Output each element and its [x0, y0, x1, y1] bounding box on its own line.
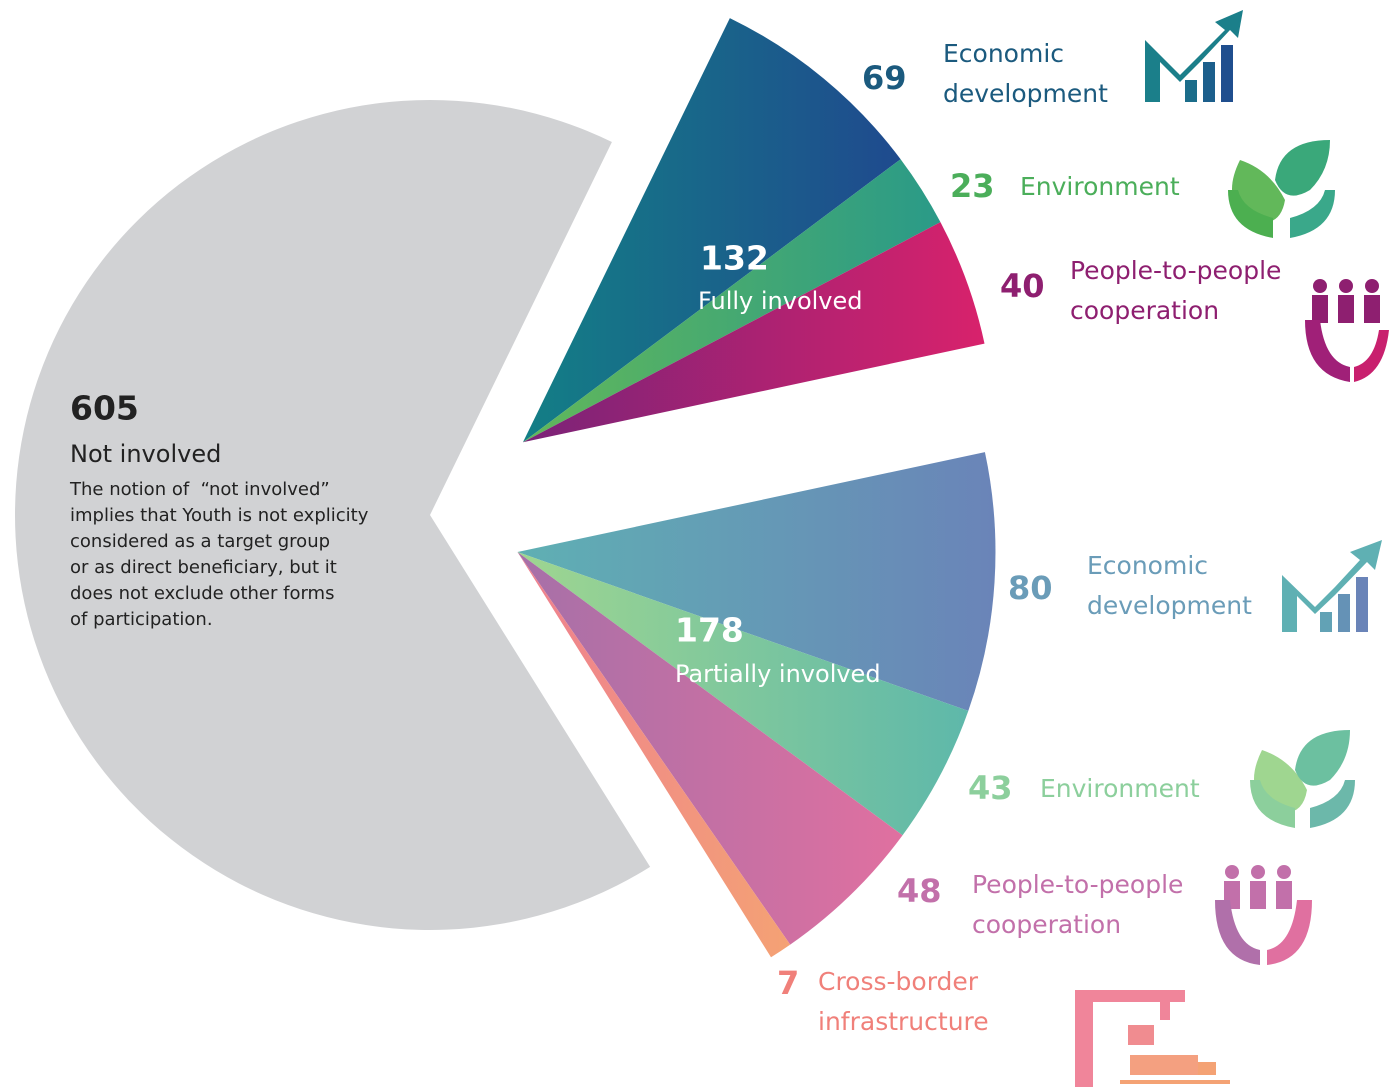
segment-label: People-to-people [972, 870, 1183, 899]
slice-note: considered as a target group [70, 531, 330, 552]
segment-value: 7 [777, 964, 799, 1002]
environment-icon [1228, 140, 1335, 238]
slice-note: or as direct beneficiary, but it [70, 557, 337, 578]
pie [15, 18, 996, 958]
labels: 69 Economic development 23 Environment 40 Peop… [69, 39, 1281, 1036]
segment-value: 43 [968, 769, 1013, 807]
segment-label: cooperation [972, 910, 1121, 939]
economic-icon-2 [1282, 540, 1382, 632]
environment-icon-2 [1250, 730, 1355, 828]
segment-label: Economic [1087, 551, 1208, 580]
segment-label: development [1087, 591, 1252, 620]
segment-label: Economic [943, 39, 1064, 68]
pie-segment [522, 18, 901, 443]
segment-value: 48 [897, 872, 942, 910]
segment-label: Environment [1040, 774, 1200, 803]
segment-label: Cross-border [818, 967, 979, 996]
slice-label: Partially involved [675, 660, 881, 688]
economic-icon [1145, 10, 1243, 102]
slice-value: 178 [675, 611, 744, 650]
segment-label: People-to-people [1070, 256, 1281, 285]
segment-label: cooperation [1070, 296, 1219, 325]
segment-label: Environment [1020, 172, 1180, 201]
slice-note: The notion of “not involved” [69, 479, 330, 500]
segment-label: development [943, 79, 1108, 108]
slice-note: of participation. [70, 609, 213, 630]
segment-value: 80 [1008, 569, 1053, 607]
people-icon [1305, 279, 1389, 382]
pie-segment [517, 452, 996, 711]
pie-segment [517, 552, 791, 958]
slice-label: Fully involved [698, 287, 863, 315]
slice-label: Not involved [70, 440, 221, 468]
segment-value: 40 [1000, 267, 1045, 305]
pie-segment [522, 159, 941, 443]
pie-segment [517, 552, 969, 836]
infrastructure-icon [1075, 990, 1230, 1087]
slice-value: 132 [700, 239, 769, 278]
pie-slice [15, 99, 651, 931]
people-icon-2 [1215, 865, 1312, 965]
slice-note: does not exclude other forms [70, 583, 334, 604]
pie-segment [522, 222, 985, 443]
slice-note: implies that Youth is not explicity [70, 505, 369, 526]
pie-segment [517, 552, 903, 945]
segment-value: 23 [950, 167, 995, 205]
segment-value: 69 [862, 59, 907, 97]
icons [1075, 10, 1389, 1087]
slice-value: 605 [70, 389, 139, 428]
segment-label: infrastructure [818, 1007, 989, 1036]
